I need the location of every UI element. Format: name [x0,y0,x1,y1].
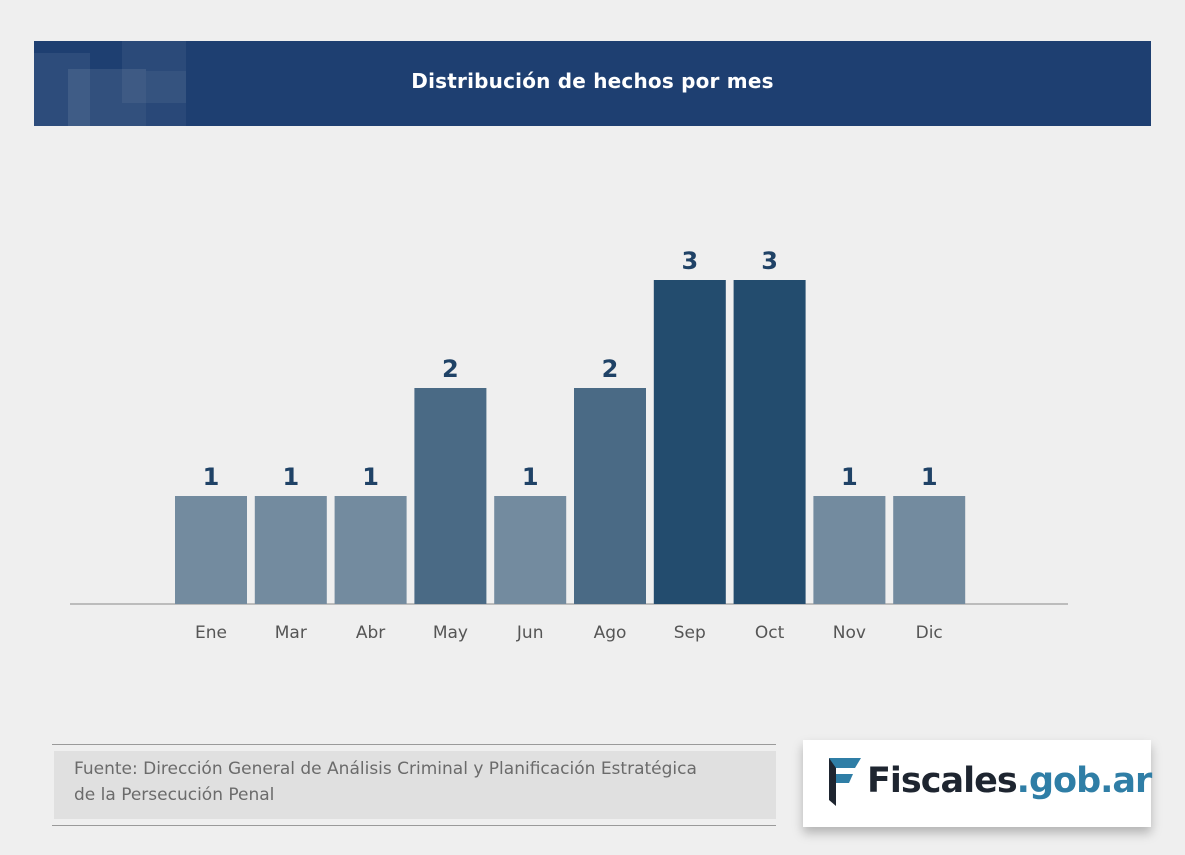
bar-abr [334,496,407,604]
tick-label-nov: Nov [833,623,866,643]
chart-header: Distribución de hechos por mes [34,41,1151,126]
tick-label-sep: Sep [674,623,706,643]
source-line-1: Fuente: Dirección General de Análisis Cr… [74,759,697,779]
tick-label-abr: Abr [356,623,385,643]
tick-label-jun: Jun [516,623,544,643]
data-label-abr: 1 [362,463,379,491]
data-label-ene: 1 [203,463,220,491]
data-label-ago: 2 [602,355,619,383]
data-label-may: 2 [442,355,459,383]
tick-label-ene: Ene [195,623,227,643]
logo-text: Fiscales.gob.ar [867,761,1153,801]
bar-jun [494,496,567,604]
bar-nov [813,496,886,604]
data-label-jun: 1 [522,463,539,491]
data-label-dic: 1 [921,463,938,491]
data-label-sep: 3 [681,247,698,275]
data-label-oct: 3 [761,247,778,275]
bar-mar [254,496,327,604]
bar-sep [653,280,726,604]
source-background [54,751,776,819]
tick-label-mar: Mar [275,623,307,643]
header-decoration [146,71,186,126]
bar-may [414,388,487,604]
source-text: Fuente: Dirección General de Análisis Cr… [74,756,734,808]
header-decoration [34,53,90,126]
header-decoration [122,41,186,103]
source-note: Fuente: Dirección General de Análisis Cr… [52,744,776,826]
flag-logo-icon [829,758,861,806]
tick-label-may: May [433,623,468,643]
bar-ene [175,496,247,604]
tick-label-dic: Dic [916,623,943,643]
chart-title: Distribución de hechos por mes [411,69,774,93]
bar-ago [574,388,646,604]
source-line-2: de la Persecución Penal [74,785,275,805]
logo-text-domain: .gob.ar [1016,761,1153,801]
data-label-nov: 1 [841,463,858,491]
tick-label-oct: Oct [755,623,785,643]
data-label-mar: 1 [282,463,299,491]
bar-oct [733,280,806,604]
tick-label-ago: Ago [594,623,627,643]
bar-chart: 1 Ene 1 Mar 1 Abr 2 May 1 Jun 2 Ago 3 Sep 3 Oct 1 Nov 1 Dic [70,247,1068,643]
bar-dic [893,496,966,604]
header-decoration [68,69,146,126]
fiscales-logo: Fiscales.gob.ar [803,740,1153,827]
logo-text-fiscales: Fiscales [867,761,1018,801]
